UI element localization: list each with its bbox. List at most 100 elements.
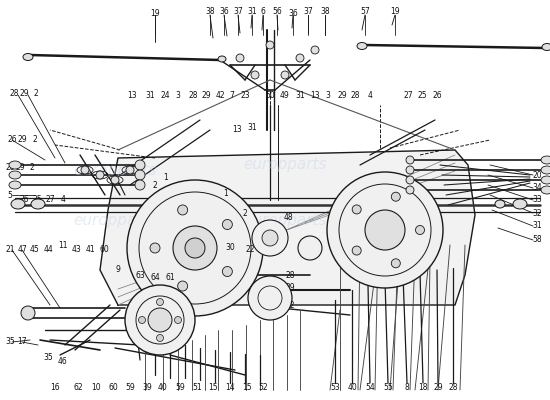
Text: 15: 15 (242, 384, 252, 392)
Ellipse shape (541, 166, 550, 174)
Circle shape (415, 226, 425, 234)
Circle shape (127, 180, 263, 316)
Text: 50: 50 (265, 90, 275, 100)
Circle shape (126, 166, 134, 174)
Text: 4: 4 (60, 196, 65, 204)
Text: 40: 40 (347, 384, 357, 392)
Text: 37: 37 (303, 6, 313, 16)
Text: 2: 2 (153, 180, 157, 190)
Circle shape (296, 54, 304, 62)
Text: 29: 29 (285, 284, 295, 292)
Ellipse shape (9, 181, 21, 189)
Ellipse shape (542, 44, 550, 50)
Circle shape (174, 316, 182, 324)
Text: 26: 26 (19, 196, 29, 204)
Text: 60: 60 (99, 246, 109, 254)
Text: 64: 64 (150, 274, 160, 282)
Circle shape (352, 205, 361, 214)
Text: 28: 28 (9, 88, 19, 98)
Text: 12: 12 (285, 300, 295, 310)
Text: europparts: europparts (73, 162, 157, 178)
Text: 28: 28 (285, 270, 295, 280)
Text: 51: 51 (192, 384, 202, 392)
Text: 40: 40 (158, 384, 168, 392)
Text: 42: 42 (215, 90, 225, 100)
Text: 3: 3 (175, 90, 180, 100)
Text: 27: 27 (403, 90, 413, 100)
Ellipse shape (541, 156, 550, 164)
Text: 24: 24 (160, 90, 170, 100)
Ellipse shape (357, 42, 367, 50)
Text: 57: 57 (360, 6, 370, 16)
Text: 26: 26 (7, 136, 17, 144)
Circle shape (391, 259, 400, 268)
Text: 28: 28 (448, 384, 458, 392)
Circle shape (135, 160, 145, 170)
Text: 38: 38 (205, 6, 215, 16)
Text: europparts: europparts (243, 158, 327, 172)
Circle shape (81, 166, 89, 174)
Text: 63: 63 (135, 270, 145, 280)
Circle shape (135, 170, 145, 180)
Circle shape (262, 230, 278, 246)
Text: 20: 20 (532, 170, 542, 180)
Text: 39: 39 (142, 384, 152, 392)
Text: 37: 37 (233, 6, 243, 16)
Text: 36: 36 (288, 8, 298, 18)
Text: 54: 54 (365, 384, 375, 392)
Circle shape (266, 41, 274, 49)
Text: 29: 29 (15, 164, 25, 172)
Circle shape (96, 171, 104, 179)
Text: 31: 31 (295, 90, 305, 100)
Text: 56: 56 (272, 6, 282, 16)
Text: 29: 29 (433, 384, 443, 392)
Circle shape (311, 46, 319, 54)
Circle shape (406, 156, 414, 164)
Circle shape (178, 205, 188, 215)
Text: 45: 45 (30, 246, 40, 254)
Ellipse shape (11, 199, 25, 209)
Circle shape (185, 238, 205, 258)
Circle shape (178, 281, 188, 291)
Circle shape (236, 54, 244, 62)
Circle shape (281, 71, 289, 79)
Text: 31: 31 (145, 90, 155, 100)
Text: 61: 61 (165, 274, 175, 282)
Text: 29: 29 (337, 90, 347, 100)
Text: 11: 11 (58, 240, 68, 250)
Circle shape (150, 243, 160, 253)
Text: 19: 19 (150, 8, 160, 18)
Circle shape (406, 186, 414, 194)
Text: 28: 28 (350, 90, 360, 100)
Text: 29: 29 (19, 88, 29, 98)
Text: 43: 43 (71, 246, 81, 254)
Text: 53: 53 (330, 384, 340, 392)
Text: 62: 62 (73, 384, 83, 392)
Text: 25: 25 (32, 196, 42, 204)
Text: 2: 2 (32, 136, 37, 144)
Text: 32: 32 (532, 208, 542, 218)
Ellipse shape (31, 199, 45, 209)
Text: 4: 4 (367, 90, 372, 100)
Circle shape (391, 192, 400, 201)
Ellipse shape (513, 199, 527, 209)
Text: 59: 59 (125, 384, 135, 392)
Text: 2: 2 (34, 88, 38, 98)
Circle shape (222, 220, 232, 230)
Ellipse shape (495, 200, 505, 208)
Text: 2: 2 (30, 164, 34, 172)
Ellipse shape (9, 161, 21, 169)
Text: 10: 10 (91, 384, 101, 392)
Text: 34: 34 (532, 184, 542, 192)
Text: 21: 21 (6, 246, 15, 254)
Ellipse shape (218, 56, 226, 62)
Ellipse shape (9, 171, 21, 179)
Ellipse shape (23, 54, 33, 60)
Circle shape (148, 308, 172, 332)
Text: 33: 33 (532, 196, 542, 204)
Text: 60: 60 (108, 384, 118, 392)
Text: 55: 55 (383, 384, 393, 392)
Text: 5: 5 (8, 190, 13, 200)
Text: 3: 3 (326, 90, 331, 100)
Circle shape (157, 334, 163, 342)
